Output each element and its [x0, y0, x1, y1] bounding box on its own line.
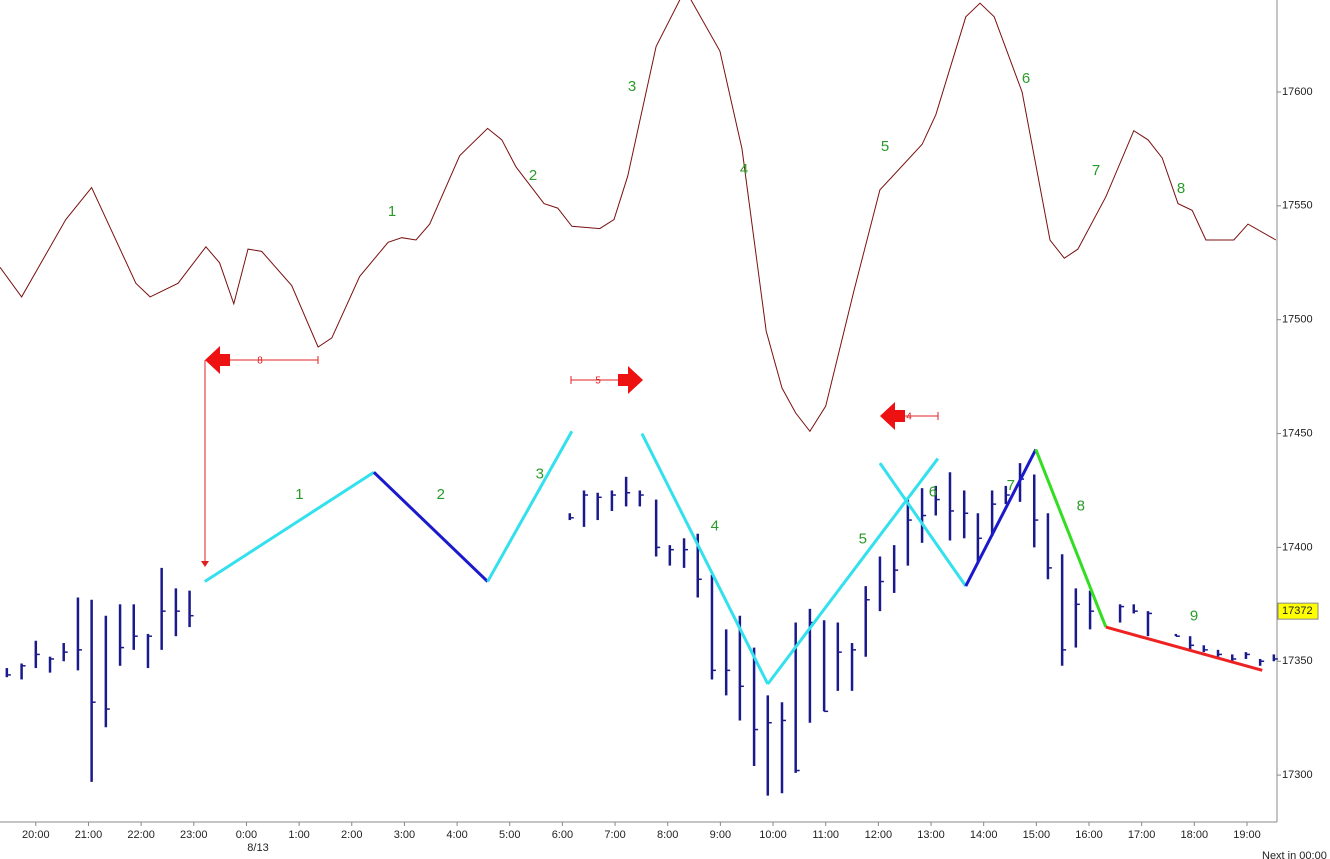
wave-label: 7 [1092, 162, 1100, 179]
footer: Next in 00:00 [1262, 850, 1327, 859]
y-tick-label: 17300 [1282, 769, 1313, 781]
wave-label: 6 [1022, 70, 1030, 87]
y-tick-label: 17550 [1282, 200, 1313, 212]
wave-label: 2 [529, 167, 537, 184]
x-tick-label: 0:00 [236, 829, 257, 841]
x-tick-label: 18:00 [1181, 829, 1209, 841]
wave-label: 7 [1007, 477, 1015, 494]
x-tick-label: 23:00 [180, 829, 208, 841]
y-tick-label: 17600 [1282, 86, 1313, 98]
x-tick-label: 5:00 [499, 829, 520, 841]
wave-label: 6 [929, 484, 937, 501]
arrow-left [201, 346, 319, 567]
x-tick-label: 21:00 [75, 829, 103, 841]
wave-label: 9 [1190, 608, 1198, 625]
zigzag-segment [1105, 625, 1263, 672]
x-tick-label: 14:00 [970, 829, 998, 841]
arrow-left [880, 402, 939, 430]
wave-label: 8 [1077, 497, 1085, 514]
wave-label: 4 [740, 161, 748, 178]
x-tick-label: 10:00 [759, 829, 787, 841]
x-tick-label: 15:00 [1023, 829, 1051, 841]
arrow-label: 4 [906, 412, 912, 423]
arrow-right [570, 366, 643, 394]
zigzag-segment [640, 432, 770, 685]
wave-label: 4 [711, 518, 719, 535]
price-tag-label: 17372 [1282, 605, 1313, 617]
wave-label: 5 [859, 530, 867, 547]
x-tick-label: 22:00 [127, 829, 155, 841]
wave-label: 8 [1177, 180, 1185, 197]
wave-label: 3 [536, 465, 544, 482]
zigzag-segment [766, 457, 940, 685]
y-tick-label: 17350 [1282, 655, 1313, 667]
zigzag-segment [1034, 448, 1108, 628]
zigzag-segment [486, 430, 574, 583]
x-tick-label: 20:00 [22, 829, 50, 841]
wave-label: 5 [881, 138, 889, 155]
y-tick-label: 17500 [1282, 314, 1313, 326]
x-tick-label: 13:00 [917, 829, 945, 841]
x-tick-label: 12:00 [865, 829, 893, 841]
x-tick-label: 7:00 [604, 829, 625, 841]
x-tick-label: 11:00 [812, 829, 839, 841]
date-label: 8/13 [247, 842, 268, 854]
x-tick-label: 2:00 [341, 829, 362, 841]
wave-label: 3 [628, 78, 636, 95]
zigzag-segment [204, 470, 375, 583]
x-tick-label: 6:00 [552, 829, 573, 841]
arrow-label: 5 [595, 376, 601, 387]
y-tick-label: 17400 [1282, 541, 1313, 553]
x-tick-label: 3:00 [394, 829, 415, 841]
overlay-line [0, 0, 1277, 433]
x-tick-label: 4:00 [446, 829, 467, 841]
x-tick-label: 1:00 [288, 829, 309, 841]
y-tick-label: 17450 [1282, 427, 1313, 439]
x-tick-label: 19:00 [1233, 829, 1261, 841]
wave-label: 2 [437, 486, 445, 503]
arrow-label: 8 [257, 356, 263, 367]
wave-label: 1 [388, 203, 396, 220]
zigzag-segment [964, 448, 1038, 587]
x-tick-label: 16:00 [1075, 829, 1103, 841]
wave-label: 1 [295, 486, 303, 503]
x-tick-label: 8:00 [657, 829, 678, 841]
x-tick-label: 17:00 [1128, 829, 1156, 841]
zigzag-segment [878, 462, 968, 587]
price-tag [1277, 602, 1319, 620]
zigzag-segment [372, 471, 489, 583]
x-tick-label: 9:00 [710, 829, 731, 841]
